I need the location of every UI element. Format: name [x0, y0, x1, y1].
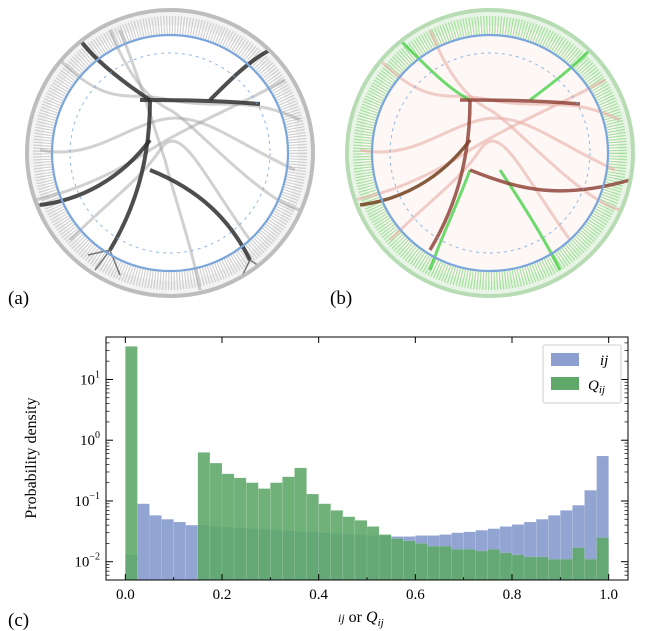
bar-ij-2 [149, 515, 162, 580]
bar-ij-1 [137, 503, 150, 580]
bar-qij-23 [403, 540, 416, 580]
panel-b-label: (b) [330, 288, 352, 309]
y-tick-label-1: 10−1 [74, 491, 100, 510]
series-qij-bars [125, 346, 609, 580]
panel-b-network [345, 8, 635, 298]
bar-qij-31 [499, 552, 513, 580]
bar-qij-15 [306, 493, 319, 580]
bar-qij-24 [415, 543, 428, 580]
bar-qij-7 [209, 462, 223, 580]
bar-qij-12 [270, 482, 283, 580]
panel-b-bundles [354, 29, 631, 271]
y-tick-label-2: 100 [80, 430, 100, 449]
legend-entry-ij: ij [600, 353, 608, 369]
legend: ij Qij [542, 344, 622, 404]
bar-qij-39 [596, 537, 609, 580]
bar-qij-8 [221, 473, 235, 580]
panel-a-leaf-fringe [33, 16, 307, 290]
y-axis-label: Probability density [23, 397, 40, 518]
bar-qij-22 [390, 538, 404, 580]
bar-qij-32 [511, 554, 525, 580]
bar-qij-11 [258, 488, 271, 580]
legend-swatch-ij [551, 353, 579, 366]
bar-qij-34 [535, 556, 549, 580]
panel-b-tree-ring [370, 33, 610, 273]
legend-swatch-qij [551, 377, 579, 390]
y-tick-label-0: 10−2 [74, 552, 100, 571]
bar-qij-18 [342, 516, 356, 580]
bar-qij-14 [294, 467, 307, 580]
x-axis-ticks: 0.0 0.2 0.4 0.6 0.8 1.0 [116, 337, 618, 603]
bar-qij-36 [560, 559, 573, 580]
x-tick-label-3: 0.6 [406, 587, 425, 603]
legend-entry-qij: Qij [588, 378, 605, 396]
x-tick-label-5: 1.0 [599, 587, 618, 603]
y-axis-ticks: 10−2 10−1 100 101 [74, 336, 628, 581]
bar-qij-17 [330, 510, 344, 580]
panel-b-inner-ring [389, 52, 591, 254]
bar-qij-9 [233, 477, 247, 580]
panel-a-network [25, 8, 315, 298]
bar-qij-21 [378, 534, 392, 580]
histogram-chart: 0.0 0.2 0.4 0.6 0.8 1.0 10−2 10−1 100 101 Probab… [23, 336, 629, 629]
bar-qij-26 [439, 546, 452, 580]
bar-qij-27 [451, 549, 464, 580]
panel-a-inner-ring [69, 52, 271, 254]
bar-qij-20 [366, 526, 380, 580]
bar-qij-16 [318, 503, 331, 580]
bar-qij-33 [523, 556, 537, 580]
y-tick-label-3: 101 [80, 369, 100, 388]
x-tick-label-1: 0.2 [213, 587, 232, 603]
bar-ij-5 [185, 524, 199, 580]
x-tick-label-4: 0.8 [503, 587, 522, 603]
bar-qij-25 [427, 546, 440, 580]
x-tick-label-2: 0.4 [309, 587, 328, 603]
bar-qij-13 [282, 476, 295, 580]
bar-qij-0 [125, 346, 138, 580]
bar-qij-35 [548, 559, 561, 580]
x-axis-label: ij or Qij [338, 609, 384, 629]
panel-c-label: (c) [8, 610, 29, 631]
bar-qij-28 [463, 549, 476, 580]
bar-qij-38 [584, 559, 597, 580]
bar-qij-19 [354, 520, 368, 580]
bar-qij-29 [475, 550, 489, 580]
panel-a-tree-ring [50, 33, 290, 273]
bar-qij-30 [487, 549, 501, 580]
bar-ij-4 [173, 521, 186, 580]
bar-qij-10 [245, 482, 259, 580]
panel-a-label: (a) [8, 288, 29, 309]
bar-ij-3 [161, 519, 174, 580]
x-tick-label-0: 0.0 [116, 587, 135, 603]
bar-qij-37 [572, 547, 585, 580]
bar-qij-6 [197, 452, 211, 580]
